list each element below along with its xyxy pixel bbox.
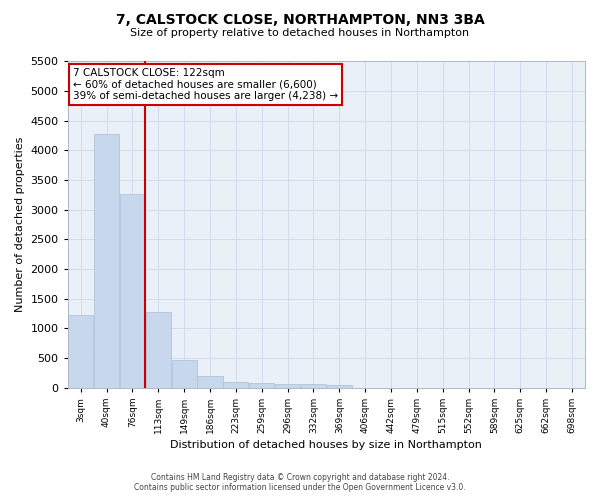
Bar [94, 134, 119, 388]
X-axis label: Distribution of detached houses by size in Northampton: Distribution of detached houses by size … [170, 440, 482, 450]
Bar [197, 376, 223, 388]
Bar [120, 194, 145, 388]
Bar [275, 384, 300, 388]
Text: 7 CALSTOCK CLOSE: 122sqm
← 60% of detached houses are smaller (6,600)
39% of sem: 7 CALSTOCK CLOSE: 122sqm ← 60% of detach… [73, 68, 338, 101]
Bar [249, 382, 274, 388]
Text: 7, CALSTOCK CLOSE, NORTHAMPTON, NN3 3BA: 7, CALSTOCK CLOSE, NORTHAMPTON, NN3 3BA [116, 12, 484, 26]
Bar [172, 360, 197, 388]
Text: Size of property relative to detached houses in Northampton: Size of property relative to detached ho… [130, 28, 470, 38]
Text: Contains HM Land Registry data © Crown copyright and database right 2024.
Contai: Contains HM Land Registry data © Crown c… [134, 473, 466, 492]
Bar [327, 384, 352, 388]
Bar [146, 312, 171, 388]
Bar [301, 384, 326, 388]
Bar [68, 314, 93, 388]
Bar [223, 382, 248, 388]
Y-axis label: Number of detached properties: Number of detached properties [15, 137, 25, 312]
